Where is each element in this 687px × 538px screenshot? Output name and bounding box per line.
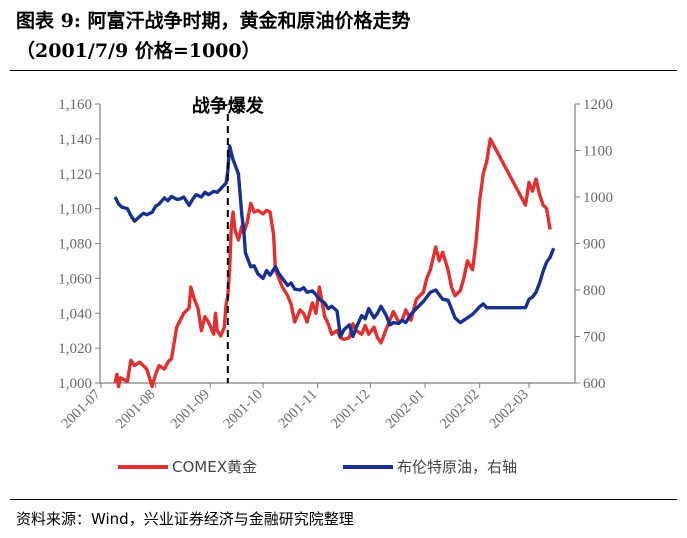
chart-subtitle: （2001/7/9 价格=1000） [16, 40, 261, 62]
line-chart: 1,000 1,020 1,040 1,060 1,080 1,100 1,120 1,140… [58, 95, 613, 476]
x-tick-label: 2002-03 [486, 387, 531, 432]
source-note: 资料来源：Wind，兴业证券经济与金融研究院整理 [16, 510, 354, 528]
plot-frame [99, 104, 576, 384]
legend: COMEX黄金 布伦特原油，右轴 [118, 458, 517, 476]
left-tick-label: 1,020 [58, 341, 92, 357]
x-tick-label: 2001-12 [328, 387, 373, 432]
left-tick-label: 1,120 [58, 167, 92, 183]
legend-gold-label: COMEX黄金 [172, 458, 257, 476]
x-tick-label: 2001-09 [168, 387, 213, 432]
series-layer [113, 137, 556, 389]
right-tick-label: 700 [583, 330, 606, 346]
bottom-rule [10, 499, 677, 500]
x-tick-label: 2001-11 [275, 387, 320, 432]
left-tick-label: 1,140 [58, 132, 92, 148]
top-rule [10, 70, 677, 71]
right-tick-label: 1000 [583, 190, 613, 206]
x-tick-label: 2001-08 [113, 387, 158, 432]
x-tick-label: 2001-07 [58, 387, 103, 432]
x-tick-label: 2002-01 [382, 387, 427, 432]
right-tick-label: 600 [583, 376, 606, 392]
oil-series-line [113, 144, 556, 339]
gold-series-line [113, 137, 552, 389]
x-tick-label: 2002-02 [437, 387, 482, 432]
left-tick-label: 1,000 [58, 376, 92, 392]
right-tick-label: 900 [583, 237, 606, 253]
right-tick-label: 1100 [583, 144, 612, 160]
right-tick-label: 800 [583, 283, 606, 299]
left-tick-label: 1,100 [58, 202, 92, 218]
war-outbreak-label: 战争爆发 [192, 95, 265, 117]
left-tick-label: 1,060 [58, 271, 92, 287]
x-axis-ticks: 2001-07 2001-08 2001-09 2001-10 2001-11 2001-… [58, 383, 532, 432]
right-axis-ticks: 600 700 800 900 1000 1100 1200 [575, 97, 613, 392]
chart-title: 图表 9: 阿富汗战争时期，黄金和原油价格走势 [16, 10, 411, 32]
right-tick-label: 1200 [583, 97, 613, 113]
x-tick-label: 2001-10 [220, 387, 265, 432]
left-tick-label: 1,080 [58, 237, 92, 253]
left-tick-label: 1,160 [58, 97, 92, 113]
left-tick-label: 1,040 [58, 306, 92, 322]
left-axis-ticks: 1,000 1,020 1,040 1,060 1,080 1,100 1,120 1,140… [58, 97, 100, 392]
legend-oil-label: 布伦特原油，右轴 [397, 458, 517, 476]
